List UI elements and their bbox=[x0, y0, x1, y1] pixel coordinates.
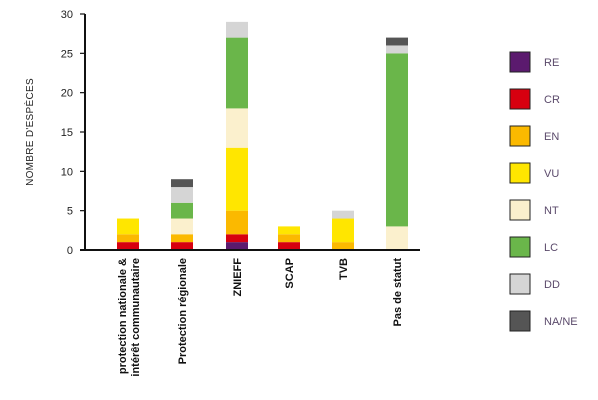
legend-item: NA/NE bbox=[509, 310, 578, 332]
bar-segment-nt bbox=[386, 226, 408, 250]
bar-segment-cr bbox=[226, 234, 248, 243]
bar-stack bbox=[278, 226, 300, 250]
y-axis-title-group: NOMBRE D'ESPÈCES bbox=[23, 78, 36, 186]
legend-swatch bbox=[509, 273, 531, 295]
legend-swatch bbox=[509, 125, 531, 147]
bar-segment-na-ne bbox=[386, 37, 408, 46]
bar-stacks bbox=[117, 21, 408, 250]
bar-segment-na-ne bbox=[171, 179, 193, 188]
x-tick-label: ZNIEFF bbox=[232, 258, 244, 297]
legend-item: CR bbox=[509, 88, 560, 110]
bar-segment-nt bbox=[226, 108, 248, 148]
bar-segment-dd bbox=[332, 210, 354, 219]
x-tick-label: Pas de statut bbox=[392, 258, 404, 327]
legend-swatch bbox=[509, 199, 531, 221]
bar-stack bbox=[117, 218, 139, 250]
bar-segment-en bbox=[117, 234, 139, 243]
legend-item: LC bbox=[509, 236, 558, 258]
y-axis-ticks: 0 5 10 15 20 25 30 bbox=[61, 9, 85, 257]
bar-segment-nt bbox=[171, 218, 193, 235]
y-tick-label: 20 bbox=[61, 88, 73, 100]
bar-segment-lc bbox=[226, 37, 248, 109]
bar-segment-vu bbox=[332, 218, 354, 243]
bar-stack bbox=[171, 179, 193, 250]
legend-label: EN bbox=[544, 131, 559, 143]
bar-segment-re bbox=[226, 242, 248, 250]
legend-swatch bbox=[509, 236, 531, 258]
x-tick-label: SCAP bbox=[284, 258, 296, 289]
x-tick-label: protection nationale &intérêt communauta… bbox=[117, 258, 142, 377]
bar-segment-vu bbox=[117, 218, 139, 235]
y-tick-label: 30 bbox=[61, 9, 73, 21]
legend-item: EN bbox=[509, 125, 559, 147]
legend-item: NT bbox=[509, 199, 559, 221]
legend-label: DD bbox=[544, 279, 560, 291]
legend-item: VU bbox=[509, 162, 559, 184]
bar-segment-cr bbox=[171, 242, 193, 250]
legend-item: RE bbox=[509, 51, 559, 73]
legend-label: NT bbox=[544, 205, 559, 217]
y-tick-label: 5 bbox=[67, 206, 73, 218]
legend-item: DD bbox=[509, 273, 560, 295]
bar-segment-dd bbox=[171, 187, 193, 203]
bar-segment-en bbox=[171, 234, 193, 243]
bar-segment-dd bbox=[386, 45, 408, 54]
legend-swatch bbox=[509, 88, 531, 110]
legend-label: RE bbox=[544, 57, 559, 69]
legend: RE CR EN VU NT LC DD NA/NE bbox=[509, 51, 578, 332]
bar-segment-vu bbox=[278, 226, 300, 235]
bar-stack bbox=[332, 210, 354, 250]
bar-stack bbox=[386, 37, 408, 250]
legend-swatch bbox=[509, 310, 531, 332]
bar-stack bbox=[226, 21, 248, 250]
legend-label: LC bbox=[544, 242, 558, 254]
bar-segment-en bbox=[278, 234, 300, 243]
y-tick-label: 10 bbox=[61, 166, 73, 178]
legend-label: VU bbox=[544, 168, 559, 180]
bar-segment-lc bbox=[386, 53, 408, 227]
legend-swatch bbox=[509, 162, 531, 184]
bar-segment-vu bbox=[226, 147, 248, 211]
legend-swatch bbox=[509, 51, 531, 73]
bar-segment-cr bbox=[278, 242, 300, 250]
bar-segment-cr bbox=[117, 242, 139, 250]
legend-label: CR bbox=[544, 94, 560, 106]
y-tick-label: 15 bbox=[61, 127, 73, 139]
y-axis-title: NOMBRE D'ESPÈCES bbox=[23, 78, 36, 186]
x-tick-label: Protection régionale bbox=[177, 258, 189, 364]
bar-segment-lc bbox=[171, 202, 193, 219]
bar-segment-en bbox=[332, 242, 354, 250]
x-axis-category-labels: protection nationale &intérêt communauta… bbox=[117, 258, 404, 377]
x-tick-label: TVB bbox=[338, 258, 350, 280]
y-tick-label: 25 bbox=[61, 48, 73, 60]
legend-label: NA/NE bbox=[544, 316, 578, 328]
y-tick-label: 0 bbox=[67, 245, 73, 257]
bar-segment-en bbox=[226, 210, 248, 235]
bar-segment-dd bbox=[226, 21, 248, 38]
